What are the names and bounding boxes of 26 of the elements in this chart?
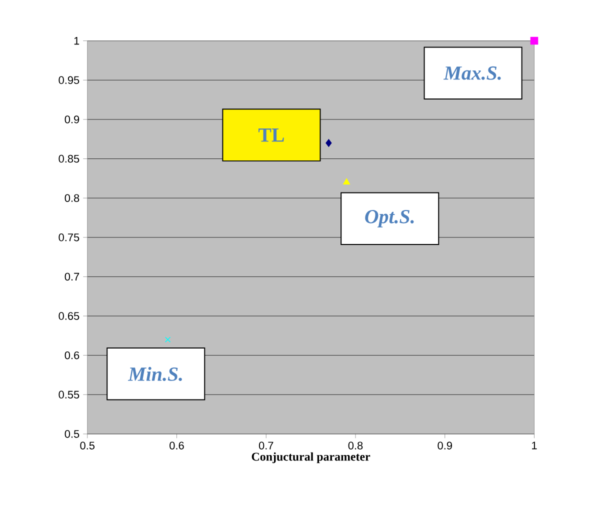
point <box>343 178 350 185</box>
point <box>326 139 332 148</box>
x-tick-label: 0.6 <box>170 442 184 450</box>
y-tick-label: 0.5 <box>64 430 80 438</box>
point <box>530 37 538 45</box>
point <box>164 336 171 343</box>
annotation: Max.S. <box>443 66 501 80</box>
x-tick-label: 1 <box>532 442 537 450</box>
x-tick-label: 0.9 <box>438 442 452 450</box>
x-tick-label: 0.5 <box>80 442 95 450</box>
annotation: Opt.S. <box>365 210 414 228</box>
y-tick-label: 0.55 <box>58 390 80 399</box>
x-tick-label: 0.7 <box>258 442 274 450</box>
y-tick-label: 0.6 <box>64 352 80 360</box>
annotation: Min.S. <box>128 367 182 382</box>
y-tick-label: 0.75 <box>58 234 80 242</box>
y-tick-label: 0.85 <box>58 155 80 163</box>
annotation: TL <box>258 128 284 142</box>
y-tick-label: 0.8 <box>64 194 80 202</box>
x-axis-title: Conjuctural parameter <box>252 452 370 464</box>
y-tick-label: 0.65 <box>58 312 80 320</box>
y-tick-label: 1 <box>74 37 80 45</box>
x-tick-label: 0.8 <box>348 442 363 450</box>
y-tick-label: 0.9 <box>64 116 80 124</box>
y-tick-label: 0.95 <box>58 76 80 84</box>
y-tick-label: 0.7 <box>64 273 80 281</box>
